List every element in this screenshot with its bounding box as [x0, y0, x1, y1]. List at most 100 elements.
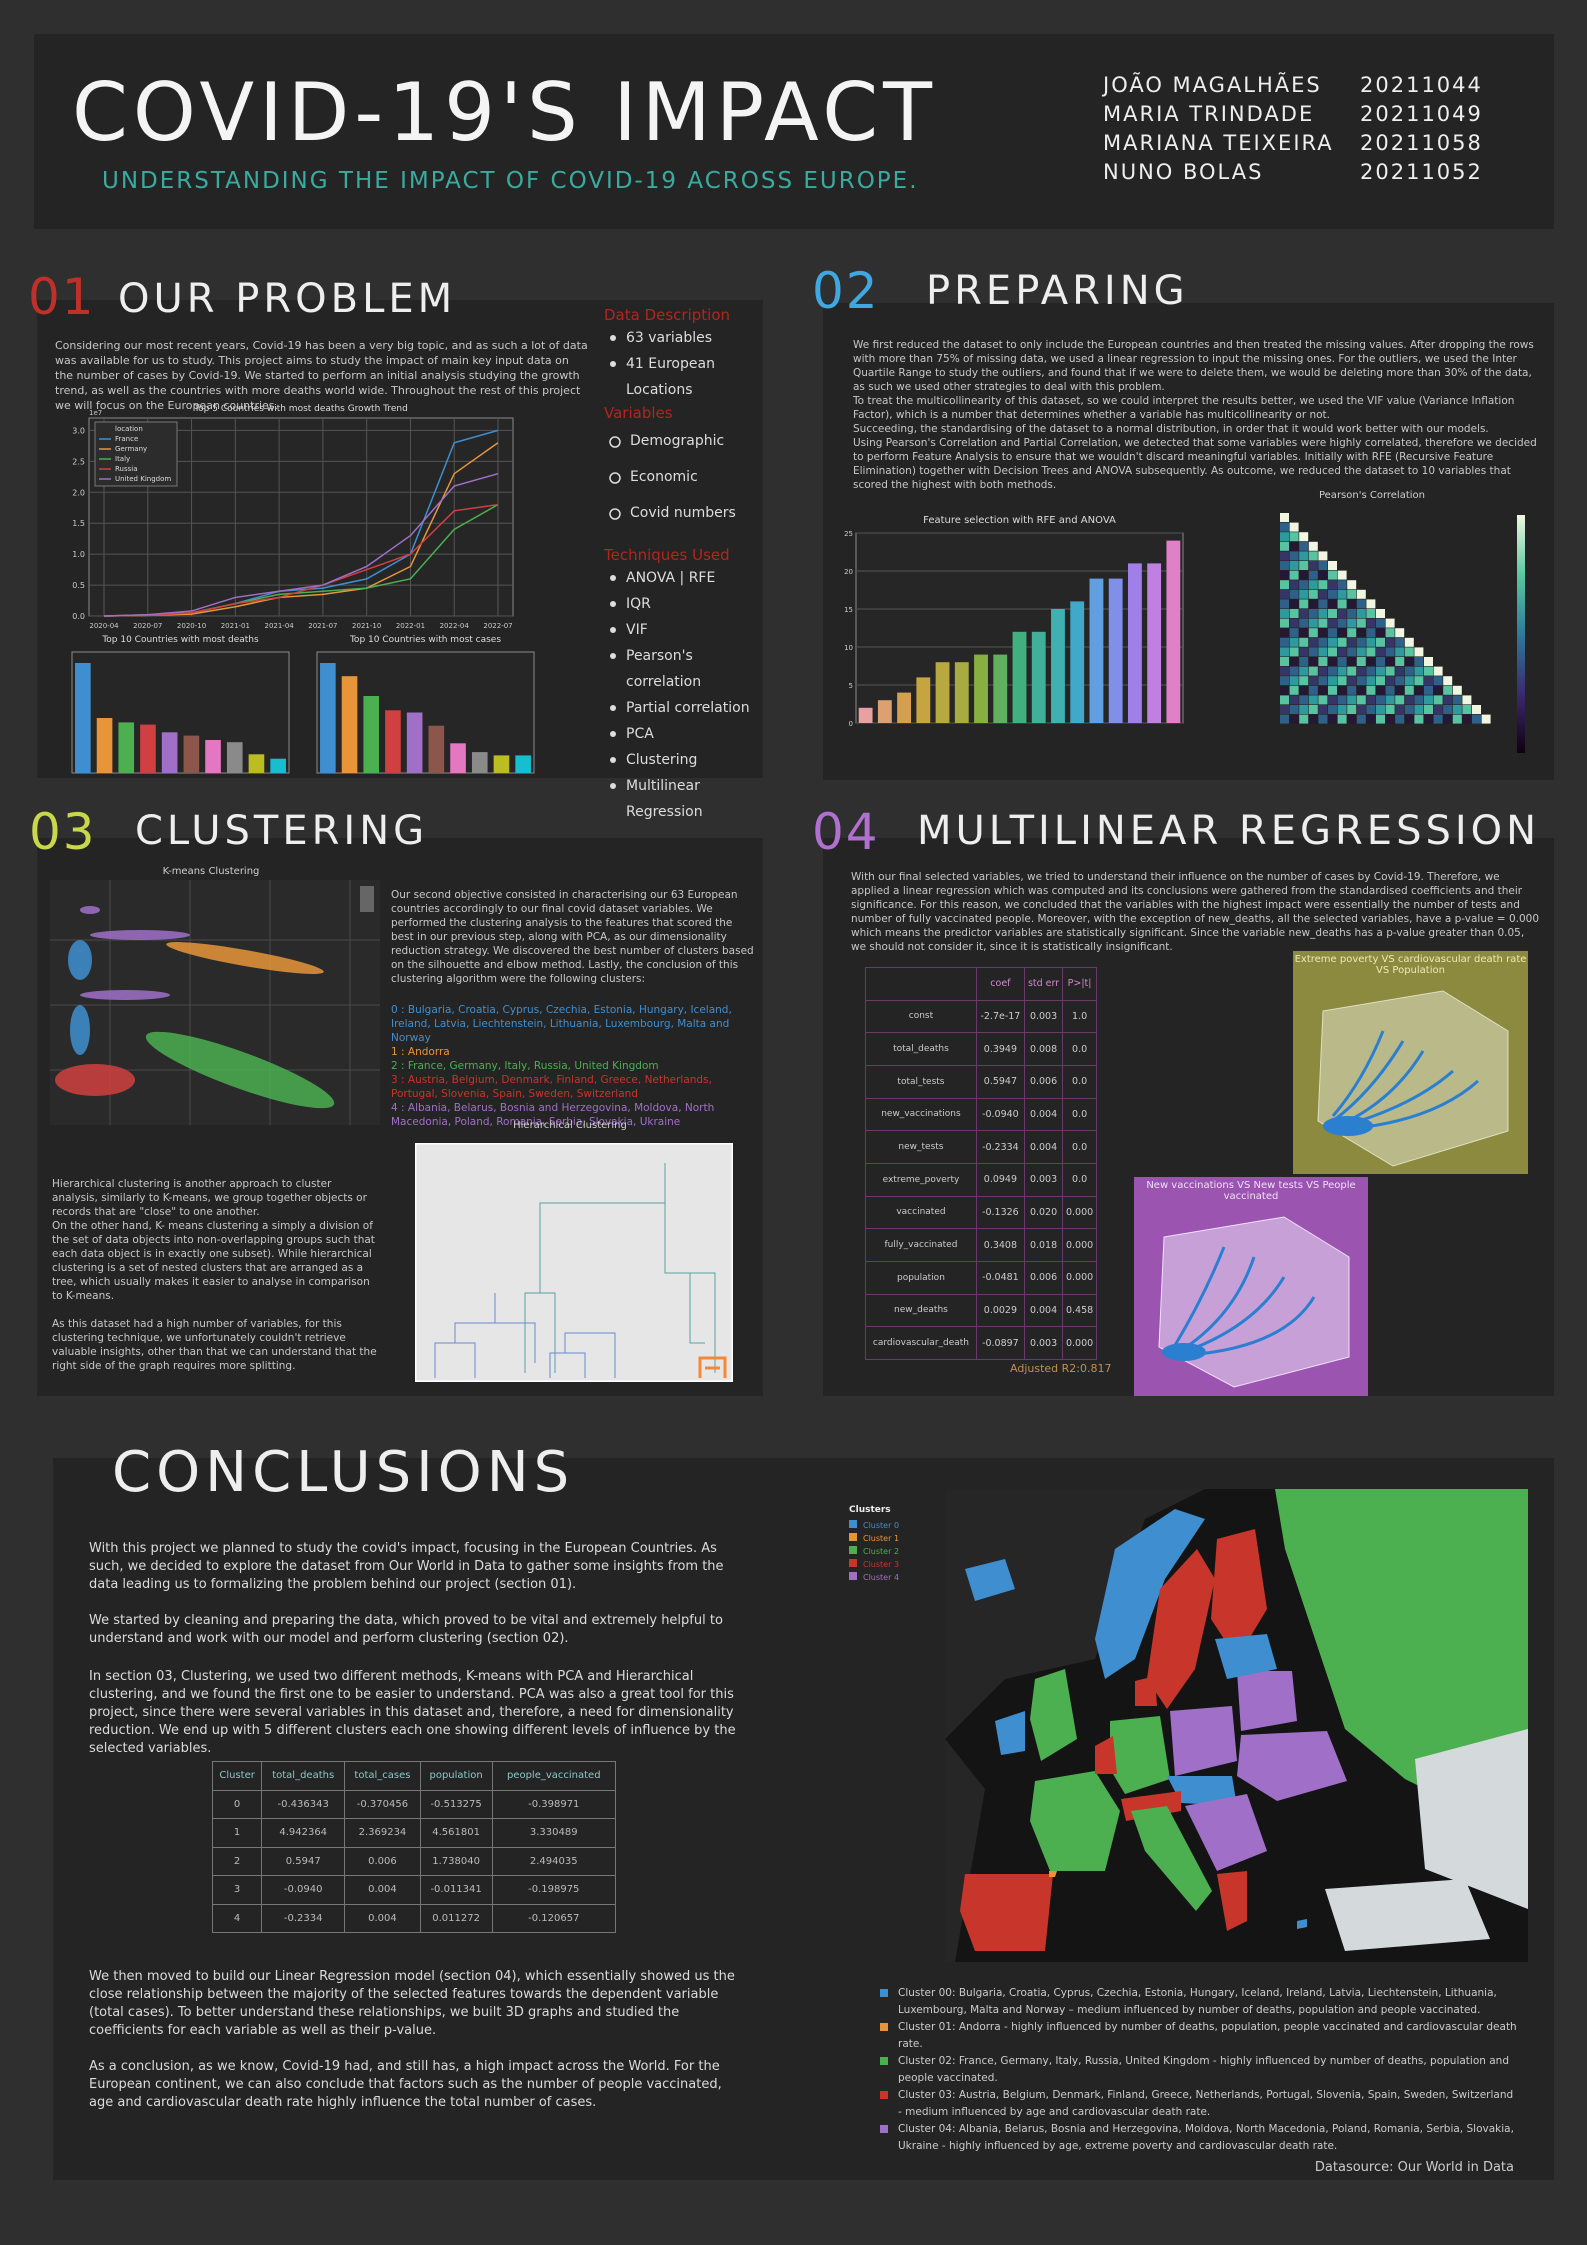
author-name: NUNO BOLAS: [1103, 160, 1264, 184]
column-header: Cluster: [211, 1761, 263, 1791]
bar: [320, 663, 336, 773]
table-cell: 0.004: [1023, 1097, 1064, 1132]
bar: [341, 676, 358, 773]
heatmap-cell: [1299, 637, 1309, 647]
cluster-item: 1 : Andorra: [391, 1046, 450, 1058]
heatmap-cell: [1289, 695, 1299, 705]
heatmap-cell: [1289, 676, 1299, 686]
heatmap-cell: [1376, 628, 1385, 638]
heatmap-cell: [1289, 714, 1299, 724]
heatmap-cell: [1433, 695, 1443, 705]
bar: [1089, 578, 1104, 723]
heatmap-cell: [1433, 666, 1443, 676]
bar: [270, 758, 286, 773]
heatmap-cell: [1385, 714, 1395, 724]
bar: [493, 755, 510, 773]
paragraph: On the other hand, K- means clustering a…: [52, 1220, 375, 1302]
heatmap-cell: [1289, 541, 1299, 551]
bar: [935, 662, 950, 723]
heatmap-cell: [1414, 695, 1424, 705]
table-cell: -0.0940: [261, 1875, 346, 1905]
bar: [363, 696, 380, 773]
table-row: const -2.7e-17 0.003 1.0: [865, 999, 1097, 1034]
map-country: [1237, 1731, 1347, 1801]
table-cell: 0.018: [1023, 1228, 1064, 1262]
y-tick-label: 3.0: [72, 426, 85, 435]
heatmap-cell: [1318, 609, 1328, 618]
table-cell: -0.2334: [261, 1903, 346, 1933]
heatmap-cell: [1366, 628, 1376, 638]
legend-label: France: [115, 435, 138, 443]
bar: [877, 700, 892, 723]
heatmap-cell: [1299, 609, 1309, 618]
legend-label: Cluster 2: [863, 1547, 900, 1556]
heatmap-cell: [1308, 561, 1318, 570]
table-cell: 0.0: [1062, 1097, 1097, 1132]
table-cell: 3: [211, 1875, 263, 1905]
plot-toolbar: [360, 886, 374, 912]
heatmap-cell: [1414, 685, 1424, 695]
heatmap-cell: [1318, 551, 1328, 561]
heatmap-cell: [1347, 580, 1357, 590]
heatmap-cell: [1299, 676, 1309, 686]
heatmap-cell: [1328, 599, 1337, 609]
map-country: [1030, 1669, 1077, 1761]
deaths-chart: Top 10 Countries with most deaths: [71, 635, 290, 774]
x-tick-label: 2020-10: [177, 622, 206, 630]
heatmap-cell: [1366, 599, 1376, 609]
colorbar: [1517, 515, 1525, 753]
heatmap-cell: [1366, 676, 1376, 686]
heatmap-cell: [1280, 714, 1289, 724]
heatmap-cell: [1318, 657, 1328, 666]
heatmap-cell: [1356, 609, 1366, 618]
heatmap-cell: [1280, 695, 1289, 705]
heatmap-cell: [1366, 705, 1376, 714]
cluster-list: 0 : Bulgaria, Croatia, Cyprus, Czechia, …: [391, 1003, 756, 1129]
y-tick-label: 5: [849, 682, 853, 690]
heatmap-cell: [1280, 666, 1289, 676]
note-text: Cluster 03: Austria, Belgium, Denmark, F…: [898, 2089, 1514, 2118]
note-text: Cluster 04: Albania, Belarus, Bosnia and…: [898, 2123, 1514, 2152]
table-cell: -0.0940: [975, 1097, 1025, 1132]
hierarchical-text: Hierarchical clustering is another appro…: [52, 1177, 377, 1373]
heatmap-cell: [1452, 714, 1462, 724]
table-row: 4 -0.2334 0.004 0.011272 -0.120657: [211, 1903, 617, 1933]
heatmap-cell: [1395, 666, 1405, 676]
section-heading: PREPARING: [926, 268, 1189, 314]
bullet: [610, 361, 616, 367]
table-cell: 0.000: [1062, 1195, 1097, 1230]
bar: [1012, 631, 1027, 723]
heatmap-cell: [1299, 580, 1309, 590]
heatmap-cell: [1376, 637, 1385, 647]
paragraph: Using Pearson's Correlation and Partial …: [853, 437, 1537, 491]
heatmap-cell: [1280, 599, 1289, 609]
heatmap-cell: [1328, 714, 1337, 724]
note-swatch: [880, 2057, 888, 2065]
heatmap-cell: [1328, 561, 1337, 570]
heatmap-cell: [1356, 705, 1366, 714]
heatmap-cell: [1289, 618, 1299, 628]
heatmap-cell: [1356, 589, 1366, 599]
heatmap: [1280, 513, 1525, 753]
heatmap-cell: [1328, 609, 1337, 618]
table-row: 1 4.942364 2.369234 4.561801 3.330489: [211, 1818, 617, 1848]
heatmap-cell: [1318, 570, 1328, 580]
list-item: ANOVA | RFE: [604, 565, 754, 591]
legend-label: Cluster 3: [863, 1560, 900, 1569]
heatmap-cell: [1308, 705, 1318, 714]
heatmap-cell: [1280, 589, 1289, 599]
table-row: new_vaccinations -0.0940 0.004 0.0: [865, 1097, 1097, 1132]
heatmap-cell: [1337, 599, 1347, 609]
heatmap-cell: [1299, 589, 1309, 599]
plot3d: [1317, 990, 1509, 1167]
table-cell: 0.003: [1023, 999, 1064, 1034]
heatmap-cell: [1433, 714, 1443, 724]
heatmap-cell: [1318, 714, 1328, 724]
heatmap-cell: [1366, 618, 1376, 628]
list-item: 63 variables: [604, 325, 754, 351]
heatmap-cell: [1328, 685, 1337, 695]
table-row: new_deaths 0.0029 0.004 0.458: [865, 1293, 1097, 1328]
heatmap-cell: [1356, 628, 1366, 638]
note-text: Cluster 00: Bulgaria, Croatia, Cyprus, C…: [898, 1987, 1497, 2016]
